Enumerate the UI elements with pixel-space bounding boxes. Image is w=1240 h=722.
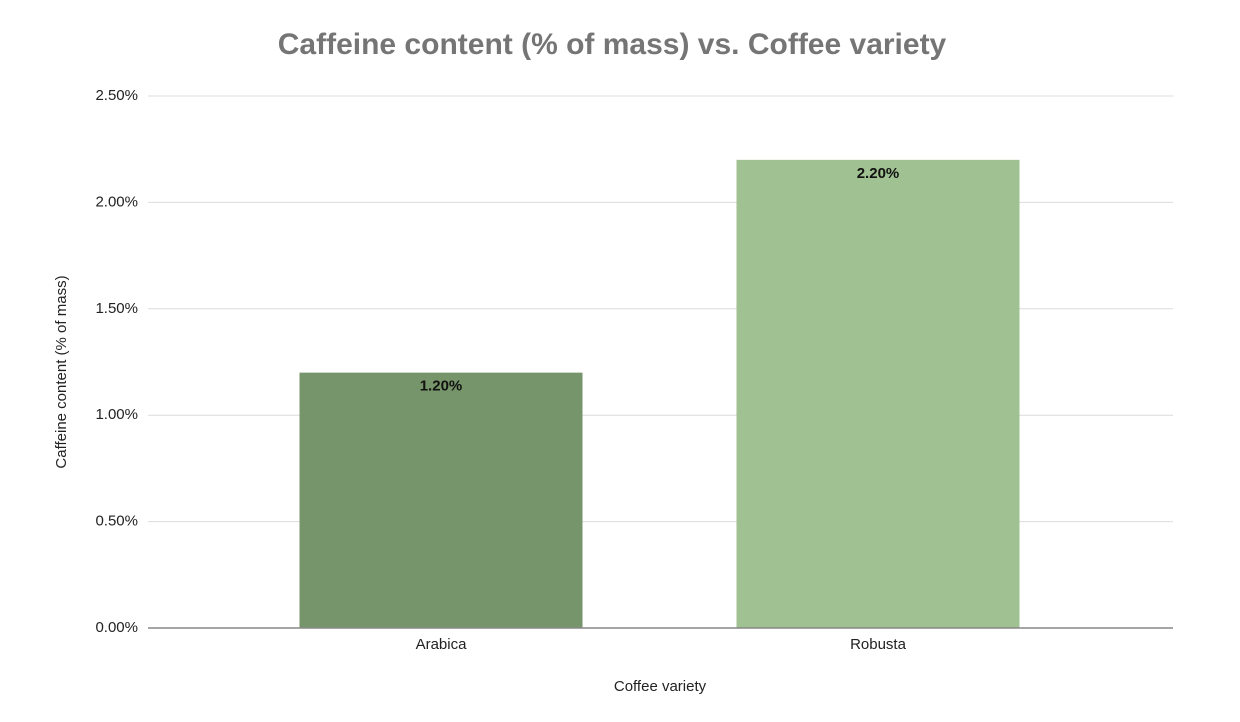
y-tick-label: 2.00%: [95, 193, 138, 210]
y-tick-label: 2.50%: [95, 87, 138, 104]
x-axis-title: Coffee variety: [614, 678, 707, 695]
data-label: 1.20%: [420, 378, 463, 395]
y-tick-label: 1.00%: [95, 406, 138, 423]
x-tick-label: Arabica: [416, 636, 468, 653]
y-axis-title: Caffeine content (% of mass): [53, 275, 70, 468]
y-tick-label: 0.50%: [95, 513, 138, 530]
data-label: 2.20%: [857, 165, 900, 182]
chart-title: Caffeine content (% of mass) vs. Coffee …: [278, 28, 947, 61]
bar: [736, 159, 1020, 628]
y-tick-label: 1.50%: [95, 300, 138, 317]
y-tick-label: 0.00%: [95, 619, 138, 636]
bar: [299, 372, 583, 628]
x-tick-label: Robusta: [850, 636, 907, 653]
